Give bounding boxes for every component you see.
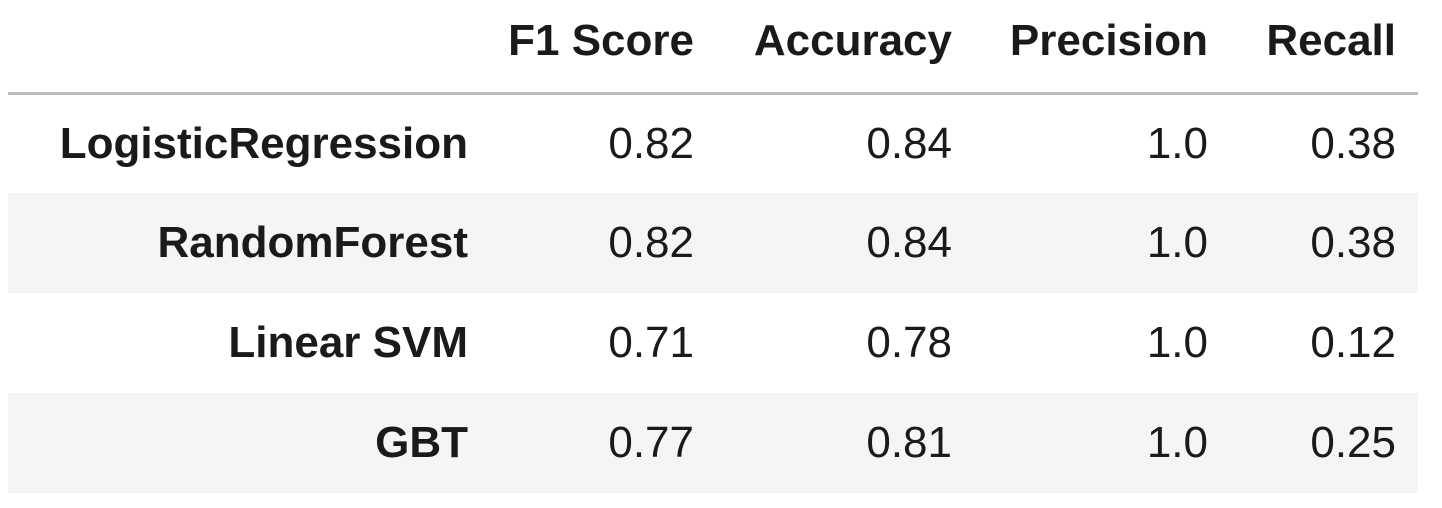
header-recall: Recall bbox=[1230, 0, 1418, 95]
row-label: GBT bbox=[375, 418, 468, 467]
cell-recall: 0.25 bbox=[1310, 418, 1396, 467]
table-row: Linear SVM 0.71 0.78 1.0 0.12 bbox=[8, 293, 1418, 393]
cell-f1-score: 0.82 bbox=[608, 218, 694, 267]
cell-accuracy: 0.81 bbox=[866, 418, 952, 467]
cell-precision: 1.0 bbox=[1146, 318, 1208, 367]
header-f1-score: F1 Score bbox=[478, 0, 716, 95]
table-row: RandomForest 0.82 0.84 1.0 0.38 bbox=[8, 193, 1418, 293]
cell-accuracy: 0.84 bbox=[866, 118, 952, 168]
header-precision: Precision bbox=[974, 0, 1230, 95]
cell-recall: 0.38 bbox=[1310, 118, 1396, 168]
header-index bbox=[8, 0, 478, 95]
table-header: F1 Score Accuracy Precision Recall bbox=[8, 0, 1418, 95]
metrics-table: F1 Score Accuracy Precision Recall Logis… bbox=[8, 0, 1418, 493]
cell-recall: 0.38 bbox=[1310, 218, 1396, 267]
row-label: RandomForest bbox=[157, 218, 468, 267]
cell-recall: 0.12 bbox=[1310, 318, 1396, 367]
cell-precision: 1.0 bbox=[1146, 118, 1208, 168]
table-row: GBT 0.77 0.81 1.0 0.25 bbox=[8, 393, 1418, 493]
cell-precision: 1.0 bbox=[1146, 418, 1208, 467]
cell-precision: 1.0 bbox=[1146, 218, 1208, 267]
header-accuracy: Accuracy bbox=[716, 0, 974, 95]
cell-f1-score: 0.71 bbox=[608, 318, 694, 367]
cell-accuracy: 0.78 bbox=[866, 318, 952, 367]
header-row: F1 Score Accuracy Precision Recall bbox=[8, 0, 1418, 95]
table-row: LogisticRegression 0.82 0.84 1.0 0.38 bbox=[8, 93, 1418, 193]
cell-accuracy: 0.84 bbox=[866, 218, 952, 267]
table-body: LogisticRegression 0.82 0.84 1.0 0.38 Ra… bbox=[8, 93, 1418, 493]
row-label: LogisticRegression bbox=[59, 118, 468, 168]
cell-f1-score: 0.77 bbox=[608, 418, 694, 467]
metrics-table-container: F1 Score Accuracy Precision Recall Logis… bbox=[8, 0, 1418, 493]
cell-f1-score: 0.82 bbox=[608, 118, 694, 168]
row-label: Linear SVM bbox=[228, 318, 468, 367]
